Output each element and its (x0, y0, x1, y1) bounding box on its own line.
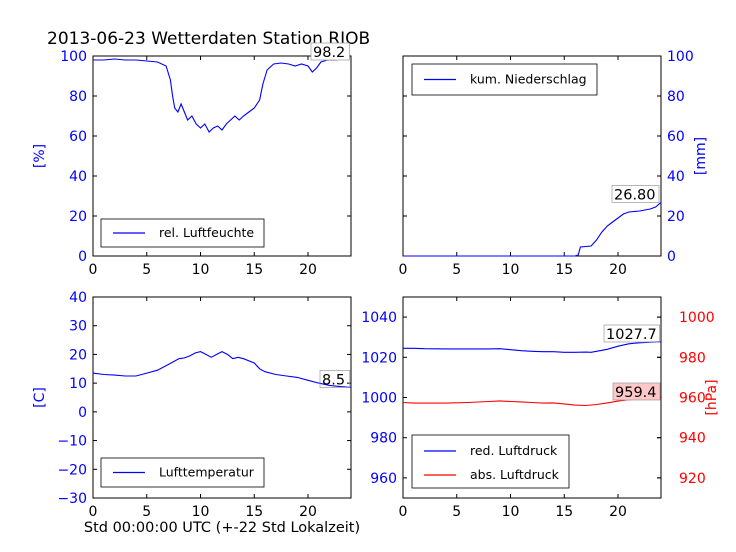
y-tick-label: 10 (69, 376, 87, 392)
series-line-rel-luftfeuchte (93, 58, 349, 133)
legend-label: rel. Luftfeuchte (159, 225, 254, 240)
y-axis-label: [%] (32, 144, 48, 168)
y-right-tick-label: 980 (679, 350, 706, 366)
legend-box (411, 434, 570, 489)
panel-pressure: 0 5 10 15 20 960 980 1000 1020 1040 920 940 960 980 10… (361, 296, 720, 520)
plot-frame (92, 55, 352, 257)
y-tick-label: 20 (667, 209, 685, 225)
series-line-abs-luftdruck (402, 398, 662, 407)
x-tick-label: 0 (89, 504, 98, 520)
panel-precipitation: 0 5 10 15 20 0 20 40 60 80 100 [mm] 26.80 kum. Nieder… (399, 49, 709, 278)
value-annotation-box (611, 185, 660, 203)
x-tick-label: 10 (192, 262, 210, 278)
y-tick-label: 30 (69, 319, 87, 335)
series-line-lufttemperatur (92, 350, 352, 388)
x-tick-label: 20 (299, 504, 317, 520)
panel-temperature: 0 5 10 15 20 −30 −20 −10 0 10 20 30 40 [C] 8.5 Lufttemp… (32, 290, 352, 520)
y-right-tick-label: 960 (679, 391, 706, 407)
y-tick-label: 1020 (361, 350, 397, 366)
x-tick-label: 15 (245, 262, 263, 278)
y-tick-label: 0 (78, 405, 87, 421)
plot-frame (92, 296, 352, 499)
y-tick-label: 0 (667, 249, 676, 265)
x-tick-label: 5 (452, 262, 461, 278)
x-tick-label: 15 (555, 262, 573, 278)
legend-label: kum. Niederschlag (470, 72, 587, 87)
series-line-red-luftdruck (403, 341, 662, 353)
y-tick-label: 40 (69, 290, 87, 306)
y-tick-label: 40 (69, 169, 87, 185)
x-axis-caption: Std 00:00:00 UTC (+-22 Std Lokalzeit) (84, 520, 360, 536)
value-annotation-red-box (603, 324, 660, 343)
y-right-tick-label: 940 (679, 431, 706, 447)
x-tick-label: 0 (89, 262, 98, 278)
y-tick-label: 80 (667, 89, 685, 105)
value-annotation: 8.5 (322, 372, 345, 388)
x-tick-label: 20 (609, 262, 627, 278)
value-annotation: 26.80 (614, 187, 656, 203)
value-annotation-box (319, 370, 351, 388)
y-axis-label: [mm] (693, 137, 709, 175)
y-tick-label: −30 (57, 491, 87, 507)
value-annotation-abs-box (612, 382, 661, 401)
legend-box (100, 457, 265, 488)
y-right-tick-label: 920 (679, 471, 706, 487)
value-annotation-red: 1027.7 (606, 327, 657, 343)
x-tick-label: 0 (399, 504, 408, 520)
y-tick-label: 20 (69, 347, 87, 363)
y-tick-label: 980 (370, 431, 397, 447)
value-annotation: 98.2 (313, 45, 345, 61)
x-tick-label: 5 (142, 262, 151, 278)
y-tick-label: 100 (60, 49, 87, 65)
value-annotation-abs: 959.4 (615, 385, 657, 401)
y-tick-label: 20 (69, 209, 87, 225)
x-tick-label: 5 (452, 504, 461, 520)
y-tick-label: 1000 (361, 391, 397, 407)
x-tick-label: 5 (142, 504, 151, 520)
figure-title: 2013-06-23 Wetterdaten Station RJOB (47, 29, 370, 49)
x-tick-label: 0 (399, 262, 408, 278)
x-tick-label: 15 (245, 504, 263, 520)
panel-humidity: 0 5 10 15 20 0 20 40 60 80 100 [%] 98.2 rel. Luftfeuc… (32, 42, 352, 278)
x-tick-label: 20 (299, 262, 317, 278)
y-tick-label: 0 (78, 249, 87, 265)
value-annotation-box (310, 42, 350, 61)
y-axis-label: [C] (32, 387, 48, 408)
series-line-kum-niederschlag (403, 201, 662, 257)
y-tick-label: 60 (667, 129, 685, 145)
x-tick-label: 10 (502, 262, 520, 278)
y-tick-label: 40 (667, 169, 685, 185)
x-tick-label: 15 (555, 504, 573, 520)
legend-label: red. Luftdruck (470, 443, 558, 458)
legend-label: Lufttemperatur (159, 465, 255, 480)
x-tick-label: 10 (502, 504, 520, 520)
x-tick-label: 10 (192, 504, 210, 520)
y-tick-label: 80 (69, 89, 87, 105)
y-tick-label: −20 (57, 462, 87, 478)
y-right-tick-label: 1000 (679, 310, 715, 326)
y-tick-label: 960 (370, 471, 397, 487)
y-tick-label: 1040 (361, 310, 397, 326)
y-tick-label: −10 (57, 434, 87, 450)
y-tick-label: 100 (667, 49, 694, 65)
legend-label: abs. Luftdruck (470, 467, 560, 482)
x-tick-label: 20 (609, 504, 627, 520)
y-tick-label: 60 (69, 129, 87, 145)
y-axis-label: [hPa] (704, 379, 720, 415)
